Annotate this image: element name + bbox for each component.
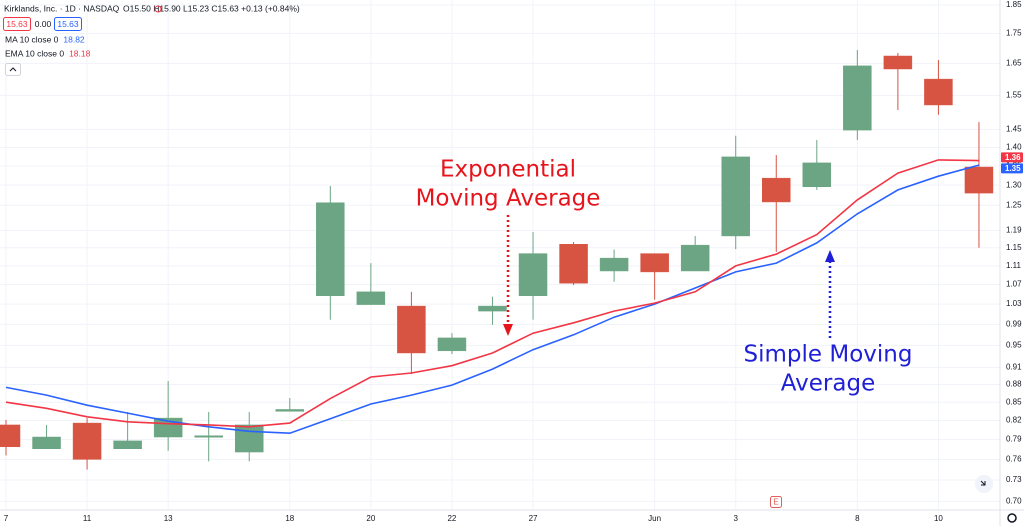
y-tick-label: 1.03 [1006,299,1022,308]
legend: MA 10 close 0 18.82 EMA 10 close 0 18.18 [5,34,91,58]
annotation-text: Average [781,371,875,397]
y-tick-label: 0.73 [1006,475,1022,484]
candle-body [721,156,750,237]
candle-body [924,78,953,106]
moving-average-line [5,159,980,428]
y-tick-label: 1.65 [1006,58,1022,67]
annotation-text: Simple Moving [744,342,913,368]
y-tick-label: 0.76 [1006,454,1022,463]
candle-body [275,409,305,412]
settings-icon[interactable] [1007,513,1017,523]
candle-body [234,424,264,453]
x-tick-label: 10 [934,514,943,523]
y-tick-label: 1.11 [1006,261,1022,270]
candle-body [72,422,102,460]
candle-body [32,436,61,449]
collapse-button[interactable] [5,63,21,76]
y-tick-label: 1.85 [1006,0,1022,9]
y-tick-label: 1.07 [1006,280,1022,289]
candle-body [194,435,223,438]
y-tick-label: 0.88 [1006,380,1022,389]
price-tag [1001,163,1023,174]
y-tick-label: 1.19 [1006,225,1022,234]
annotation-text: Moving Average [416,186,601,212]
y-tick-label: 0.85 [1006,397,1022,406]
candle-body [883,55,913,70]
symbol-title: Kirklands, Inc. · 1D · NASDAQ [4,3,120,13]
y-tick-label: 0.95 [1006,341,1022,350]
annotation-text: Exponential [440,157,576,183]
y-tick-label: 0.91 [1006,362,1022,371]
candle-body [316,202,345,296]
y-tick-label: 1.45 [1006,125,1022,134]
y-tick-label: 1.55 [1006,90,1022,99]
candle-body [964,166,994,194]
spread: 0.00 [35,19,52,29]
y-tick-label: 1.30 [1006,180,1022,189]
x-tick-label: 7 [4,514,9,523]
candle-body [113,440,142,449]
x-tick-label: 27 [529,514,538,523]
earnings-marker-box[interactable] [770,496,782,508]
price-tag-label: 1.35 [1005,164,1021,173]
ask-price: 15.63 [57,19,79,29]
candle-body [356,291,386,305]
x-tick-label: 11 [83,514,92,523]
price-tag [1001,152,1023,163]
plot-area [0,49,994,470]
candle-body [518,253,548,296]
x-tick-label: 18 [285,514,294,523]
x-tick-label: 8 [855,514,860,523]
legend-value: 18.18 [69,48,91,58]
candle-body [843,65,872,131]
x-tick-label: 13 [164,514,173,523]
y-tick-label: 0.79 [1006,435,1022,444]
bid-price: 15.63 [6,19,28,29]
visibility-icon[interactable] [154,5,162,13]
candle-body [640,253,669,273]
ohlc-readout: O15.50 H15.90 L15.23 C15.63 +0.13 (+0.84… [123,3,300,13]
candle-body [802,162,832,187]
legend-name: EMA 10 close 0 [5,48,64,58]
candle-body [478,305,507,312]
candle-body [762,177,791,203]
bid-box[interactable] [3,17,31,31]
y-tick-label: 1.15 [1006,243,1022,252]
candle-body [559,244,588,284]
grid [0,0,1000,510]
price-tag-label: 1.36 [1005,153,1021,162]
y-tick-label: 1.40 [1006,142,1022,151]
legend-value: 18.82 [63,34,85,44]
axes: 1.85 1.75 1.65 1.55 1.45 1.40 1.35 1.30 1.25 1.19… [4,0,1023,523]
scroll-icon [980,480,986,486]
legend-name: MA 10 close 0 [5,34,59,44]
x-tick-label: 20 [366,514,375,523]
candle-body [0,424,21,448]
collapse-chevron [9,67,17,72]
sma-arrowhead [825,250,835,262]
annotations: Exponential Moving Average Simple Moving Av… [416,157,913,397]
candle-body [680,244,710,272]
moving-average-line [5,164,980,435]
x-tick-label: 3 [733,514,738,523]
ema-arrowhead [503,324,513,336]
candle-body [599,257,629,272]
x-tick-label: 22 [447,514,456,523]
candle-body [437,337,467,352]
y-tick-label: 1.75 [1006,28,1022,37]
y-tick-label: 1.25 [1006,200,1022,209]
ask-box[interactable] [54,17,82,31]
x-tick-label: Jun [648,514,661,523]
y-tick-label: 0.99 [1006,319,1022,328]
y-tick-label: 0.70 [1006,496,1022,505]
candle-body [397,305,426,354]
y-tick-label: 0.82 [1006,416,1022,425]
earnings-marker: E [773,498,778,507]
